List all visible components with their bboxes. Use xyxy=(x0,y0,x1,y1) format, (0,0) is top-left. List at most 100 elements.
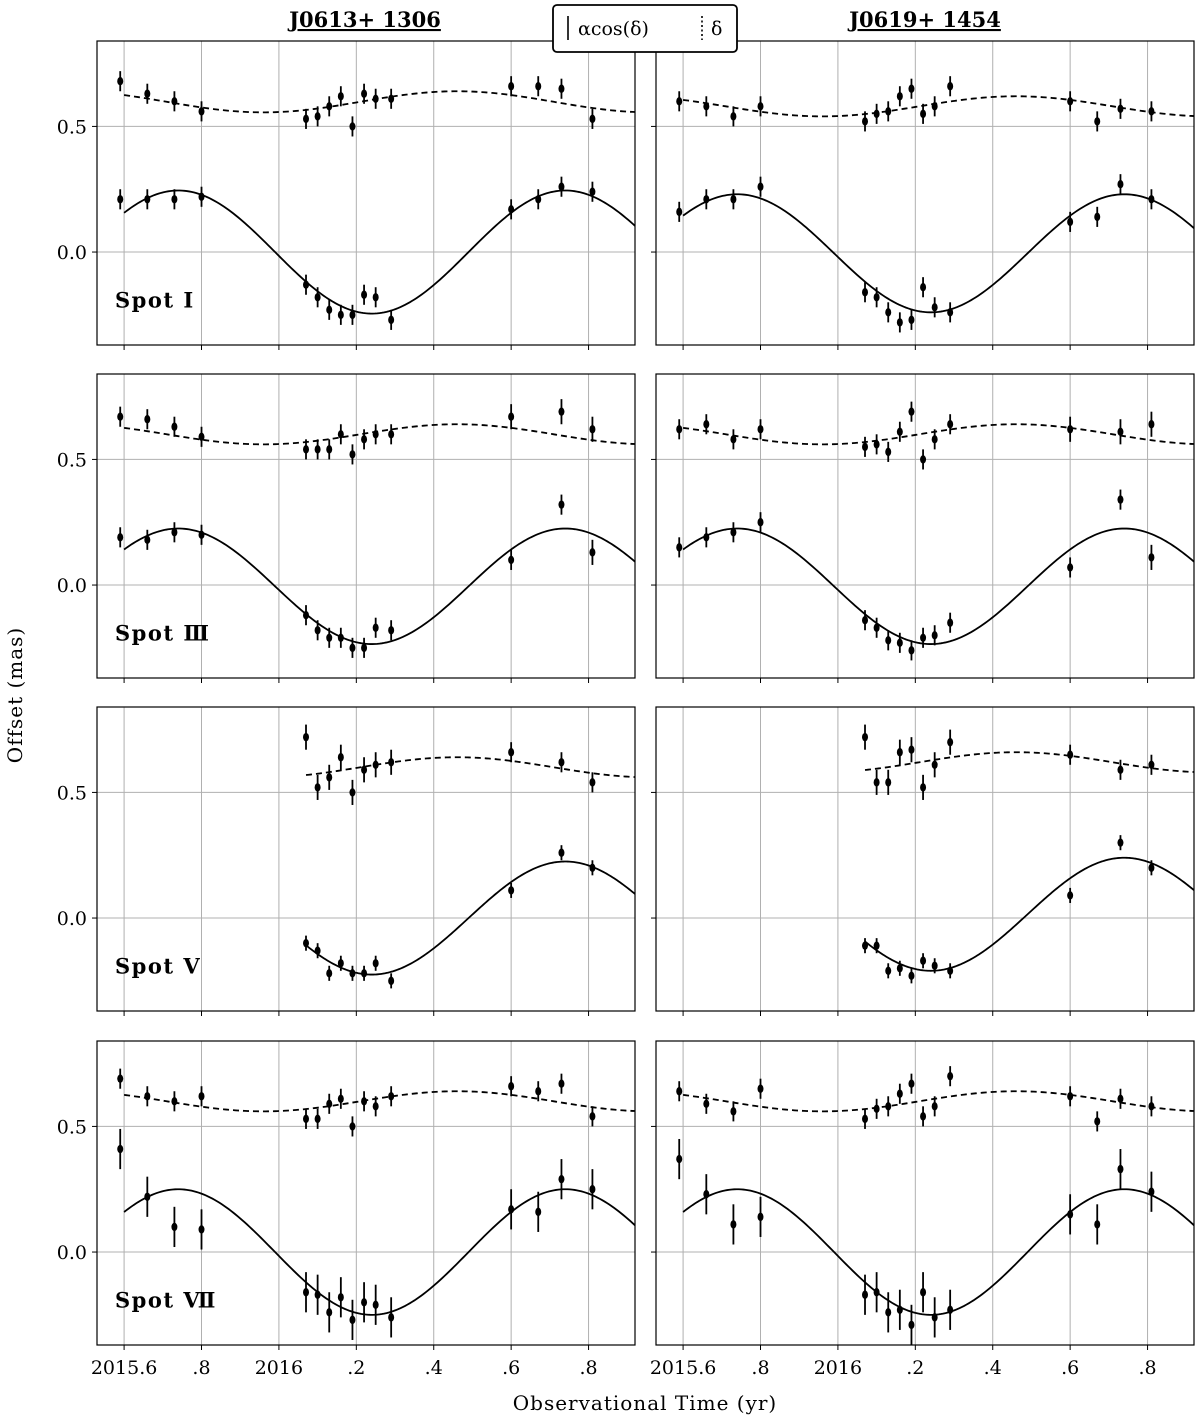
ra-point xyxy=(361,290,368,299)
dec-point xyxy=(730,112,737,121)
dec-point xyxy=(885,778,892,787)
dec-point xyxy=(337,1094,344,1103)
x-tick-label: 2015.6 xyxy=(650,1357,716,1379)
dec-point xyxy=(896,1089,903,1098)
ra-point xyxy=(908,646,915,655)
ra-point xyxy=(508,886,515,895)
ra-point xyxy=(589,548,596,557)
panel-4: 0.0 0.5 Spot V xyxy=(57,706,636,1016)
ra-point xyxy=(198,530,205,539)
ra-point xyxy=(117,195,124,204)
dec-point xyxy=(1067,1092,1074,1101)
dec-point xyxy=(388,758,395,767)
ra-point xyxy=(508,1205,515,1214)
dec-point xyxy=(558,758,565,767)
ra-point xyxy=(558,500,565,509)
spot-label: Spot Ⅲ xyxy=(115,620,210,645)
ra-point xyxy=(314,946,321,955)
dec-point xyxy=(337,753,344,762)
dec-point xyxy=(1117,427,1124,436)
x-tick-label: .8 xyxy=(751,1357,769,1379)
ra-point xyxy=(388,315,395,325)
dec-point xyxy=(920,783,927,792)
legend-box xyxy=(552,4,738,53)
dec-point xyxy=(862,1114,869,1124)
dec-point xyxy=(920,109,927,119)
dec-point xyxy=(589,425,596,434)
dec-point xyxy=(947,82,954,91)
spot-label: Spot Ⅶ xyxy=(115,1287,217,1312)
dec-point xyxy=(730,435,737,444)
dec-point xyxy=(896,748,903,757)
ra-point xyxy=(730,195,737,204)
panel-1 xyxy=(651,40,1195,350)
ra-point xyxy=(388,1313,395,1322)
ra-point xyxy=(1148,553,1155,562)
ra-point xyxy=(931,961,938,970)
panel-frame xyxy=(655,706,1195,1012)
dec-point xyxy=(947,420,954,429)
dec-point xyxy=(314,1114,321,1124)
dec-point xyxy=(303,1114,310,1124)
ra-point xyxy=(1094,1220,1101,1229)
ra-point xyxy=(896,964,903,973)
panel-frame xyxy=(96,373,636,679)
dec-point xyxy=(117,1074,124,1083)
dec-point xyxy=(873,1104,880,1114)
dec-point xyxy=(198,1092,205,1101)
dec-point xyxy=(931,102,938,111)
dec-point xyxy=(896,427,903,436)
x-tick-label: .8 xyxy=(192,1357,210,1379)
panel-background xyxy=(97,707,635,1011)
ra-point xyxy=(931,631,938,640)
ra-point xyxy=(361,969,368,978)
ra-point xyxy=(144,1192,151,1201)
ra-point xyxy=(337,310,344,320)
spot-label: Spot V xyxy=(115,953,201,978)
dec-point xyxy=(885,447,892,457)
ra-point xyxy=(372,1300,379,1310)
dec-point xyxy=(1148,420,1155,429)
dec-point xyxy=(589,114,596,124)
ra-point xyxy=(676,1154,683,1164)
y-tick-label: 0.0 xyxy=(57,908,87,930)
ra-point xyxy=(730,528,737,537)
dec-point xyxy=(885,107,892,116)
ra-point xyxy=(1117,495,1124,504)
ra-point xyxy=(703,1190,710,1199)
panel-2: 0.0 0.5 Spot Ⅲ xyxy=(57,373,636,683)
legend-label-dec: δ xyxy=(711,18,722,40)
dec-point xyxy=(372,760,379,769)
ra-point xyxy=(1148,863,1155,872)
ra-point xyxy=(508,205,515,214)
dec-point xyxy=(372,1102,379,1111)
ra-point xyxy=(885,636,892,645)
panel-frame xyxy=(96,40,636,346)
ra-point xyxy=(349,643,356,653)
panel-frame xyxy=(96,1040,636,1346)
dec-point xyxy=(757,1084,764,1093)
ra-point xyxy=(349,1315,356,1325)
ra-point xyxy=(372,959,379,968)
ra-point xyxy=(171,528,178,537)
ra-point xyxy=(144,195,151,204)
dec-point xyxy=(535,1087,542,1096)
dec-point xyxy=(198,432,205,442)
ra-point xyxy=(558,848,565,857)
ra-point xyxy=(372,293,379,302)
dec-point xyxy=(558,407,565,416)
dec-point xyxy=(372,430,379,439)
dec-point xyxy=(873,440,880,449)
dec-point xyxy=(171,97,178,106)
ra-point xyxy=(303,1288,310,1297)
panel-frame xyxy=(96,706,636,1012)
dec-point xyxy=(862,732,869,742)
ra-point xyxy=(885,308,892,317)
dec-point xyxy=(873,778,880,787)
ra-point xyxy=(920,283,927,292)
ra-point xyxy=(326,305,333,315)
ra-point xyxy=(896,1305,903,1315)
ra-point xyxy=(508,555,515,565)
ra-point xyxy=(589,863,596,872)
x-tick-label: .6 xyxy=(1061,1357,1079,1379)
